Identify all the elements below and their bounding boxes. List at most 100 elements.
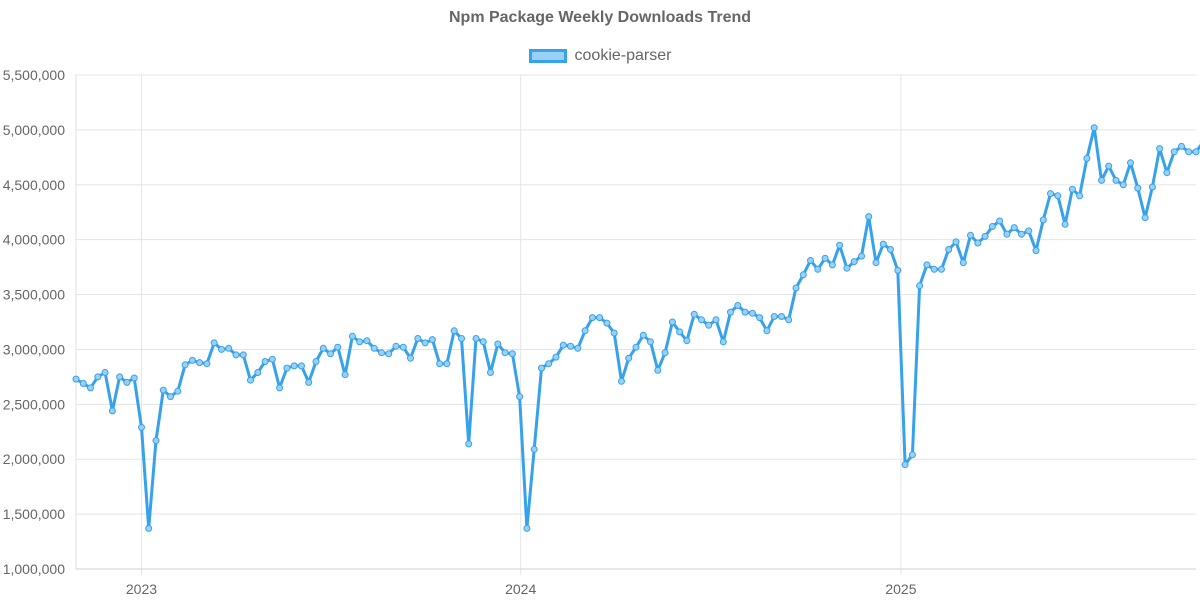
- data-point: [130, 374, 138, 382]
- data-point: [850, 258, 858, 266]
- data-point: [210, 339, 218, 347]
- data-point: [545, 360, 553, 368]
- data-point: [596, 314, 604, 322]
- data-point: [959, 259, 967, 267]
- data-point: [690, 310, 698, 318]
- data-point: [465, 440, 473, 448]
- data-point: [872, 259, 880, 267]
- data-point: [516, 393, 524, 401]
- data-point: [828, 261, 836, 269]
- data-point: [879, 240, 887, 248]
- y-tick-label: 5,000,000: [3, 122, 65, 138]
- data-point: [1018, 230, 1025, 238]
- x-tick-label: 2025: [885, 581, 916, 597]
- data-point: [647, 338, 654, 346]
- data-point: [79, 380, 87, 387]
- data-point: [494, 340, 502, 348]
- data-point: [196, 359, 204, 367]
- data-point: [458, 335, 465, 342]
- data-point: [356, 338, 364, 346]
- data-point: [559, 341, 567, 349]
- data-point: [247, 376, 254, 384]
- data-point: [487, 369, 494, 376]
- data-point: [1068, 185, 1076, 193]
- data-point: [588, 314, 596, 322]
- data-point: [988, 223, 996, 230]
- data-point: [1112, 176, 1120, 184]
- data-point: [239, 351, 247, 359]
- chart-title: Npm Package Weekly Downloads Trend: [448, 9, 752, 26]
- data-point: [436, 360, 444, 368]
- data-point: [479, 338, 487, 346]
- data-point: [87, 384, 94, 392]
- data-point: [523, 524, 531, 532]
- legend-swatch: [528, 49, 567, 63]
- data-point: [792, 284, 800, 292]
- data-point: [552, 353, 560, 361]
- data-point: [225, 344, 233, 352]
- data-point: [218, 345, 225, 353]
- data-point: [334, 343, 342, 351]
- data-point: [1003, 230, 1011, 238]
- data-point: [312, 358, 320, 365]
- data-point: [268, 355, 276, 363]
- data-point: [428, 336, 436, 344]
- data-point: [167, 393, 174, 401]
- data-point: [719, 338, 727, 346]
- data-point: [639, 331, 647, 339]
- data-point: [72, 375, 80, 383]
- data-point: [1156, 145, 1164, 153]
- y-tick-label: 5,500,000: [3, 67, 65, 83]
- data-point: [1148, 183, 1156, 191]
- data-point: [530, 445, 538, 453]
- data-point: [421, 339, 429, 347]
- data-point: [327, 350, 334, 358]
- data-point: [283, 364, 291, 372]
- data-point: [385, 350, 393, 358]
- data-point: [741, 308, 749, 316]
- data-point: [705, 321, 713, 329]
- data-point: [799, 271, 807, 279]
- data-point: [538, 364, 545, 372]
- data-point: [676, 328, 684, 336]
- y-tick-label: 3,000,000: [3, 341, 65, 357]
- data-point: [378, 349, 385, 357]
- data-point: [727, 308, 734, 316]
- data-point: [450, 327, 458, 335]
- data-point: [298, 362, 305, 370]
- data-point: [683, 337, 691, 345]
- data-point: [1032, 247, 1040, 255]
- data-point: [618, 377, 625, 385]
- data-point: [952, 238, 960, 246]
- legend[interactable]: cookie-parser: [0, 47, 1200, 65]
- data-point: [370, 344, 378, 352]
- data-point: [1178, 142, 1185, 150]
- data-point: [305, 378, 313, 386]
- data-point: [1090, 124, 1098, 132]
- data-point: [661, 349, 669, 357]
- data-point: [865, 213, 873, 221]
- y-tick-label: 3,500,000: [3, 287, 65, 303]
- y-tick-label: 1,000,000: [3, 561, 65, 577]
- data-point: [712, 316, 720, 324]
- data-point: [1010, 224, 1018, 232]
- data-point: [508, 350, 516, 358]
- data-point: [908, 451, 916, 459]
- data-point: [814, 265, 822, 273]
- data-point: [1134, 184, 1142, 192]
- series-line: [75, 126, 1200, 530]
- data-point: [1170, 148, 1178, 156]
- y-tick-label: 1,500,000: [3, 506, 65, 522]
- data-point: [894, 266, 902, 274]
- data-point: [967, 231, 974, 239]
- data-point: [625, 354, 633, 362]
- data-point: [807, 257, 814, 264]
- data-point: [1105, 162, 1113, 170]
- data-point: [734, 302, 742, 309]
- data-point: [1098, 176, 1105, 184]
- data-point: [1141, 214, 1149, 222]
- data-point: [858, 252, 865, 260]
- data-point: [181, 361, 189, 369]
- data-point: [843, 264, 851, 272]
- data-point: [1061, 220, 1069, 228]
